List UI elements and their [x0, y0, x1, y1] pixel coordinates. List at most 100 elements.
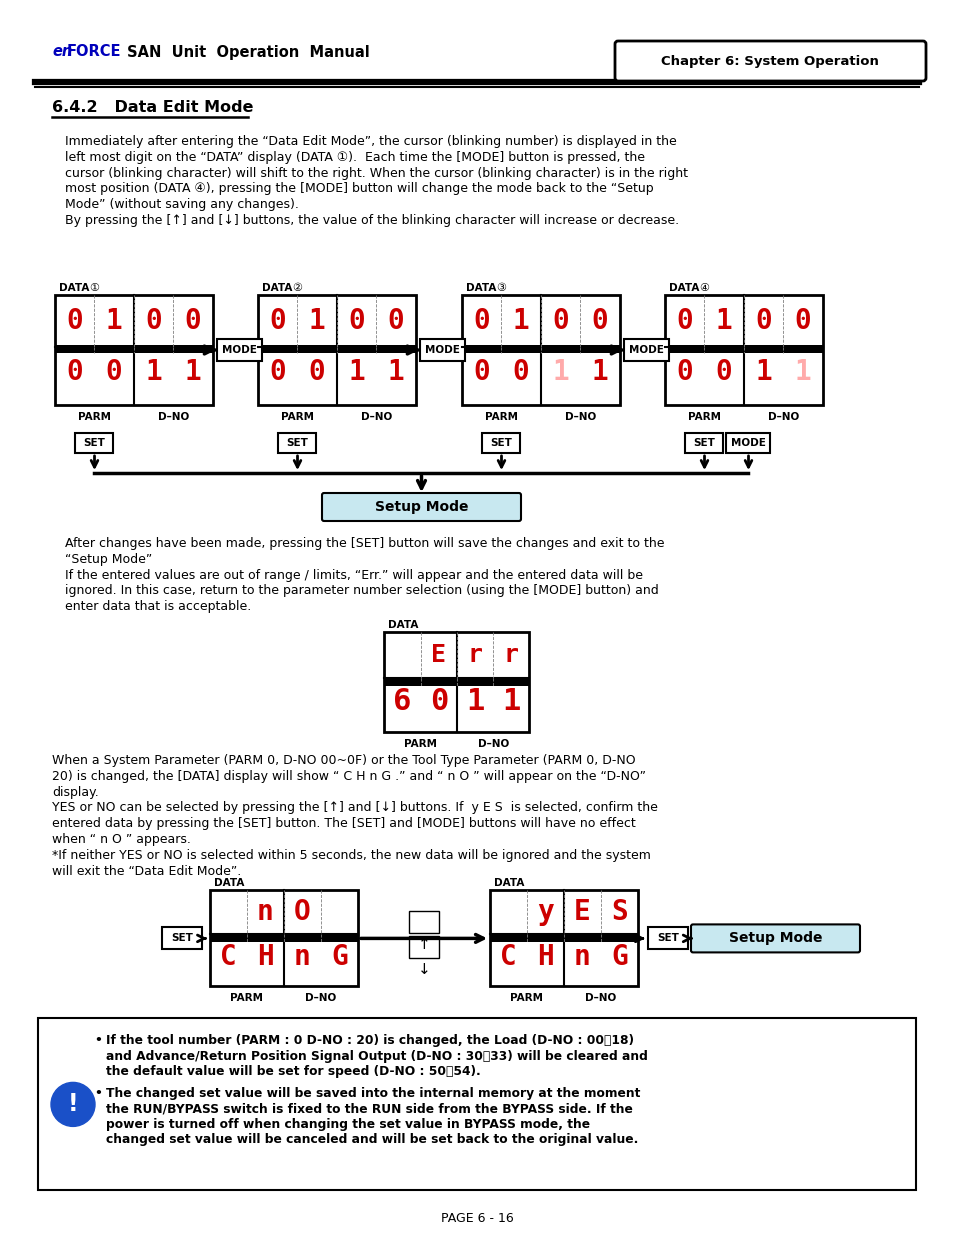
Text: 0: 0 — [269, 308, 286, 335]
Text: PARM: PARM — [281, 412, 314, 422]
Text: *If neither YES or NO is selected within 5 seconds, the new data will be ignored: *If neither YES or NO is selected within… — [52, 848, 650, 862]
Text: when “ n O ” appears.: when “ n O ” appears. — [52, 832, 191, 846]
Text: H: H — [537, 942, 554, 971]
Text: and Advance/Return Position Signal Output (D-NO : 30～33) will be cleared and: and Advance/Return Position Signal Outpu… — [106, 1050, 647, 1063]
Text: 1: 1 — [715, 308, 732, 335]
Text: ↑: ↑ — [417, 937, 430, 952]
Text: PARM: PARM — [484, 412, 517, 422]
Text: 1: 1 — [348, 358, 365, 387]
Bar — [482, 433, 520, 453]
Text: “Setup Mode”: “Setup Mode” — [65, 553, 152, 566]
Text: DATA: DATA — [494, 878, 524, 888]
Text: SET: SET — [84, 438, 106, 448]
Text: ③: ③ — [496, 283, 505, 293]
Text: 1: 1 — [388, 358, 404, 387]
Text: SAN  Unit  Operation  Manual: SAN Unit Operation Manual — [122, 44, 370, 59]
Text: •: • — [94, 1087, 102, 1100]
Text: 0: 0 — [106, 358, 123, 387]
Text: YES or NO can be selected by pressing the [↑] and [↓] buttons. If  y E S  is sel: YES or NO can be selected by pressing th… — [52, 802, 658, 814]
Bar — [75, 433, 113, 453]
Text: entered data by pressing the [SET] button. The [SET] and [MODE] buttons will hav: entered data by pressing the [SET] butto… — [52, 818, 635, 830]
Text: SET: SET — [490, 438, 512, 448]
Text: 0: 0 — [473, 308, 490, 335]
Text: 0: 0 — [269, 358, 286, 387]
Text: most position (DATA ④), pressing the [MODE] button will change the mode back to : most position (DATA ④), pressing the [MO… — [65, 183, 653, 195]
Text: left most digit on the “DATA” display (DATA ①).  Each time the [MODE] button is : left most digit on the “DATA” display (D… — [65, 151, 644, 164]
Text: PAGE 6 - 16: PAGE 6 - 16 — [440, 1212, 513, 1224]
Text: 0: 0 — [552, 308, 569, 335]
Text: 0: 0 — [715, 358, 732, 387]
Text: After changes have been made, pressing the [SET] button will save the changes an: After changes have been made, pressing t… — [65, 537, 664, 550]
Text: 1: 1 — [501, 687, 520, 716]
Text: PARM: PARM — [78, 412, 111, 422]
Text: r: r — [503, 643, 518, 667]
Text: S: S — [611, 898, 627, 926]
Text: 6: 6 — [393, 687, 412, 716]
Text: Chapter 6: System Operation: Chapter 6: System Operation — [660, 54, 878, 68]
Text: r: r — [467, 643, 482, 667]
Text: 0: 0 — [185, 308, 201, 335]
Text: SET: SET — [693, 438, 715, 448]
Text: 0: 0 — [145, 308, 162, 335]
Text: SET: SET — [657, 934, 679, 944]
Text: 1: 1 — [794, 358, 811, 387]
Text: MODE: MODE — [222, 345, 256, 354]
Bar — [461, 345, 619, 353]
Text: D–NO: D–NO — [564, 412, 596, 422]
Text: C: C — [499, 942, 517, 971]
Text: MODE: MODE — [628, 345, 663, 354]
Text: changed set value will be canceled and will be set back to the original value.: changed set value will be canceled and w… — [106, 1134, 638, 1146]
Bar — [490, 890, 638, 987]
Text: E: E — [574, 898, 590, 926]
Text: n: n — [294, 942, 311, 971]
Text: 1: 1 — [591, 358, 608, 387]
Text: DATA: DATA — [59, 283, 90, 293]
Text: 0: 0 — [309, 358, 325, 387]
Text: E: E — [431, 643, 446, 667]
Text: display.: display. — [52, 785, 99, 799]
Bar — [162, 927, 202, 950]
Text: 1: 1 — [513, 308, 529, 335]
Text: 1: 1 — [309, 308, 325, 335]
Text: D–NO: D–NO — [360, 412, 392, 422]
Text: MODE: MODE — [425, 345, 459, 354]
Bar — [490, 935, 638, 942]
Text: 1: 1 — [552, 358, 569, 387]
Bar — [726, 433, 770, 453]
Bar — [55, 345, 213, 353]
Bar — [409, 936, 438, 958]
Text: Mode” (without saving any changes).: Mode” (without saving any changes). — [65, 198, 298, 211]
Circle shape — [51, 1082, 95, 1126]
Text: If the entered values are out of range / limits, “Err.” will appear and the ente: If the entered values are out of range /… — [65, 568, 642, 582]
Text: ignored. In this case, return to the parameter number selection (using the [MODE: ignored. In this case, return to the par… — [65, 584, 659, 598]
Text: 0: 0 — [513, 358, 529, 387]
Text: 1: 1 — [145, 358, 162, 387]
Text: C: C — [220, 942, 236, 971]
Text: SET: SET — [171, 934, 193, 944]
Bar — [623, 338, 668, 361]
Bar — [461, 295, 619, 405]
Bar — [38, 1019, 915, 1191]
Bar — [384, 632, 529, 732]
Text: !: ! — [68, 1093, 78, 1116]
Text: PARM: PARM — [404, 739, 436, 748]
Text: G: G — [331, 942, 348, 971]
Text: ④: ④ — [699, 283, 708, 293]
Text: D–NO: D–NO — [477, 739, 508, 748]
Text: Setup Mode: Setup Mode — [375, 500, 468, 514]
Text: 0: 0 — [348, 308, 365, 335]
Text: G: G — [611, 942, 627, 971]
Text: 20) is changed, the [DATA] display will show “ C H n G .” and “ n O ” will appea: 20) is changed, the [DATA] display will … — [52, 769, 645, 783]
Text: MODE: MODE — [730, 438, 765, 448]
Text: H: H — [257, 942, 274, 971]
Text: n: n — [574, 942, 590, 971]
Text: DATA: DATA — [668, 283, 699, 293]
Text: 0: 0 — [67, 308, 83, 335]
Bar — [664, 295, 822, 405]
Bar — [409, 911, 438, 934]
Text: y: y — [537, 898, 554, 926]
Text: 0: 0 — [388, 308, 404, 335]
Bar — [55, 295, 213, 405]
Text: O: O — [294, 898, 311, 926]
Text: ↓: ↓ — [417, 962, 430, 977]
